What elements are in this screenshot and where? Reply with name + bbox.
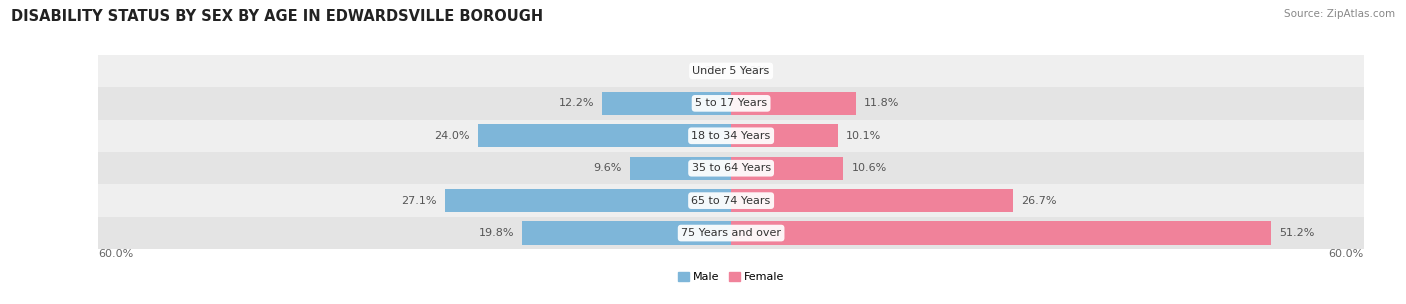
Text: 10.6%: 10.6% [851,163,887,173]
Text: Source: ZipAtlas.com: Source: ZipAtlas.com [1284,9,1395,19]
Bar [98,119,1364,152]
Bar [523,221,731,245]
Text: 9.6%: 9.6% [593,163,621,173]
Text: 0.0%: 0.0% [695,66,723,76]
Bar [731,221,1271,245]
Legend: Male, Female: Male, Female [673,267,789,287]
Bar [98,185,1364,217]
Text: 19.8%: 19.8% [478,228,513,238]
Text: 5 to 17 Years: 5 to 17 Years [695,98,768,108]
Bar [98,55,1364,87]
Bar [731,189,1012,212]
Text: 11.8%: 11.8% [863,98,900,108]
Text: 12.2%: 12.2% [558,98,593,108]
Text: 35 to 64 Years: 35 to 64 Years [692,163,770,173]
Text: 65 to 74 Years: 65 to 74 Years [692,196,770,206]
Bar [602,92,731,115]
Text: 18 to 34 Years: 18 to 34 Years [692,131,770,141]
Text: 51.2%: 51.2% [1279,228,1315,238]
Bar [731,92,855,115]
Bar [98,87,1364,119]
Bar [630,157,731,180]
Text: DISABILITY STATUS BY SEX BY AGE IN EDWARDSVILLE BOROUGH: DISABILITY STATUS BY SEX BY AGE IN EDWAR… [11,9,543,24]
Text: 24.0%: 24.0% [434,131,470,141]
Bar [731,124,838,147]
Text: 60.0%: 60.0% [98,249,134,259]
Bar [731,157,842,180]
Text: 75 Years and over: 75 Years and over [681,228,782,238]
Bar [478,124,731,147]
Text: 26.7%: 26.7% [1021,196,1056,206]
Text: Under 5 Years: Under 5 Years [693,66,769,76]
Text: 10.1%: 10.1% [846,131,882,141]
Bar [446,189,731,212]
Text: 60.0%: 60.0% [1329,249,1364,259]
Bar [98,217,1364,249]
Text: 27.1%: 27.1% [402,196,437,206]
Bar [98,152,1364,185]
Text: 0.0%: 0.0% [740,66,768,76]
